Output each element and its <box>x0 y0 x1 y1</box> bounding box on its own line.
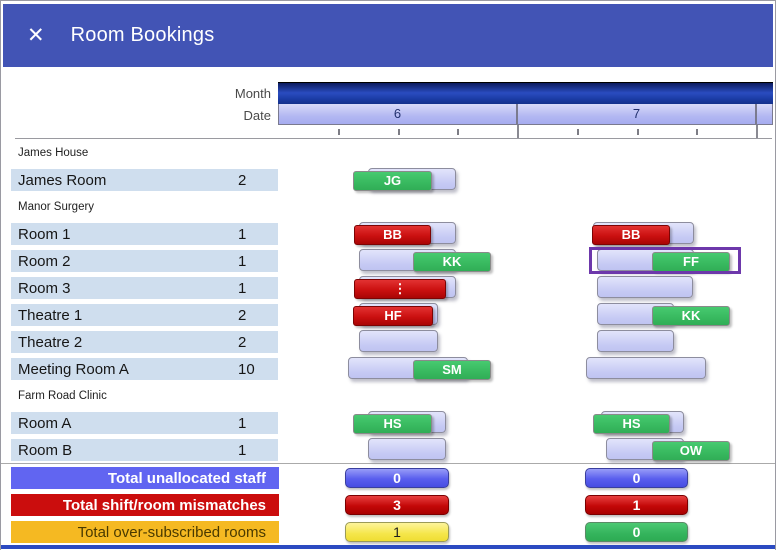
booking-mismatch-bar[interactable]: BB <box>354 225 431 245</box>
room-label: Room 3 1 <box>11 277 278 299</box>
date-header-cell: 6 <box>278 104 517 125</box>
room-name: Room 1 <box>18 226 71 243</box>
summary-label: Total unallocated staff <box>11 467 279 489</box>
window-bottom-border <box>1 545 775 549</box>
titlebar: ✕ Room Bookings <box>3 4 773 67</box>
booking-bar[interactable]: JG <box>353 171 432 191</box>
summary-value-pill: 0 <box>345 468 449 488</box>
room-name: Room 3 <box>18 280 71 297</box>
room-name: Room 2 <box>18 253 71 270</box>
summary-value-pill: 0 <box>585 468 688 488</box>
booking-mismatch-bar[interactable]: HF <box>353 306 433 326</box>
booking-mismatch-bar[interactable]: ⋮ <box>354 279 446 299</box>
room-row: Room B 1 OW <box>1 436 775 463</box>
summary-row: Total over-subscribed rooms 1 0 <box>1 521 775 543</box>
room-name: Theatre 2 <box>18 334 82 351</box>
date-header-cell: 7 <box>517 104 756 125</box>
booking-bar[interactable]: HS <box>353 414 432 434</box>
booking-bar[interactable]: KK <box>652 306 730 326</box>
room-capacity: 1 <box>238 415 246 432</box>
month-axis-label: Month <box>1 86 271 101</box>
room-label: Room 1 1 <box>11 223 278 245</box>
summary-label: Total shift/room mismatches <box>11 494 279 516</box>
summary-row: Total shift/room mismatches 3 1 <box>1 494 775 516</box>
summary-value-pill: 1 <box>345 522 449 542</box>
room-row: Meeting Room A 10 SM <box>1 355 775 382</box>
availability-slot-bar[interactable] <box>359 330 438 352</box>
summary-section: Total unallocated staff 0 0 Total shift/roo… <box>1 463 775 543</box>
timeline-tick-mark <box>637 129 639 135</box>
group-label: Farm Road Clinic <box>1 382 775 409</box>
group-label: James House <box>1 139 775 166</box>
room-name: Meeting Room A <box>18 361 129 378</box>
bookings-grid: James HouseJames Room2JGManor SurgeryRoo… <box>1 139 775 548</box>
timeline-tick-mark <box>398 129 400 135</box>
timeline-tick-mark <box>577 129 579 135</box>
room-row: Room 2 1 KK FF <box>1 247 775 274</box>
summary-row: Total unallocated staff 0 0 <box>1 467 775 489</box>
room-label: James Room 2 <box>11 169 278 191</box>
room-capacity: 1 <box>238 442 246 459</box>
window-title: Room Bookings <box>71 24 215 47</box>
day-separator <box>756 125 758 138</box>
room-name: Theatre 1 <box>18 307 82 324</box>
room-label: Theatre 2 2 <box>11 331 278 353</box>
overflow-ellipsis-icon: ⋮ <box>394 281 407 296</box>
summary-value-pill: 3 <box>345 495 449 515</box>
booking-bar[interactable]: FF <box>652 252 730 272</box>
room-capacity: 2 <box>238 334 246 351</box>
booking-bar[interactable]: HS <box>593 414 670 434</box>
booking-bar[interactable]: SM <box>413 360 491 380</box>
room-row: Room 1 1 BB BB <box>1 220 775 247</box>
date-header-cell-partial <box>756 104 773 125</box>
date-axis-label: Date <box>1 108 271 123</box>
close-icon[interactable]: ✕ <box>27 25 45 46</box>
room-label: Meeting Room A 10 <box>11 358 278 380</box>
room-row: Theatre 1 2 HF KK <box>1 301 775 328</box>
month-header-bar <box>278 82 773 105</box>
booking-bar[interactable]: OW <box>652 441 730 461</box>
availability-slot-bar[interactable] <box>368 438 446 460</box>
summary-value-pill: 1 <box>585 495 688 515</box>
room-name: Room A <box>18 415 71 432</box>
booking-mismatch-bar[interactable]: BB <box>592 225 670 245</box>
room-label: Room B 1 <box>11 439 278 461</box>
group-label: Manor Surgery <box>1 193 775 220</box>
room-name: James Room <box>18 172 106 189</box>
summary-label: Total over-subscribed rooms <box>11 521 279 543</box>
room-label: Room 2 1 <box>11 250 278 272</box>
room-capacity: 10 <box>238 361 255 378</box>
day-separator <box>517 125 519 138</box>
room-bookings-window: ✕ Room Bookings Month Date 67 James Hous… <box>0 0 776 550</box>
room-label: Theatre 1 2 <box>11 304 278 326</box>
room-capacity: 1 <box>238 226 246 243</box>
room-capacity: 2 <box>238 172 246 189</box>
availability-slot-bar[interactable] <box>597 330 674 352</box>
room-row: Theatre 2 2 <box>1 328 775 355</box>
timeline-tick-mark <box>338 129 340 135</box>
room-row: Room 3 1 ⋮ <box>1 274 775 301</box>
timeline-tick-mark <box>696 129 698 135</box>
room-capacity: 1 <box>238 253 246 270</box>
timeline-tick-mark <box>457 129 459 135</box>
availability-slot-bar[interactable] <box>597 276 693 298</box>
room-capacity: 2 <box>238 307 246 324</box>
summary-value-pill: 0 <box>585 522 688 542</box>
room-name: Room B <box>18 442 72 459</box>
availability-slot-bar[interactable] <box>586 357 706 379</box>
room-row: Room A 1 HS HS <box>1 409 775 436</box>
room-row: James Room 2 JG <box>1 166 775 193</box>
room-capacity: 1 <box>238 280 246 297</box>
booking-bar[interactable]: KK <box>413 252 491 272</box>
room-label: Room A 1 <box>11 412 278 434</box>
